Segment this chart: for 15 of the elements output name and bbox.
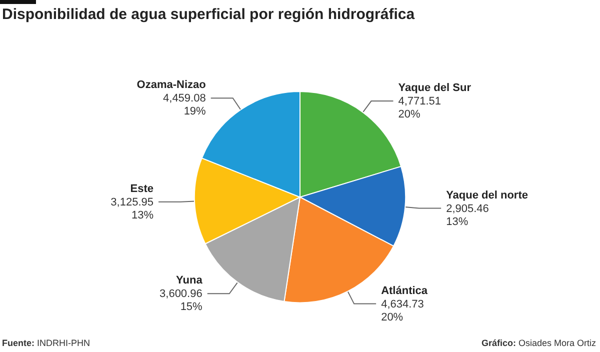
- data-label: 4,459.08 19%: [163, 92, 206, 118]
- data-label: 3,600.96 15%: [160, 288, 203, 314]
- slice-label: Este: [130, 182, 154, 195]
- slice-label: Atlántica: [381, 284, 428, 297]
- text: Gráfico: Osiades Mora Ortiz: [481, 338, 596, 348]
- slice-label: Yaque del norte: [446, 189, 528, 202]
- data-label: 4,771.51 20%: [398, 96, 442, 121]
- source-note: Fuente: INDRHI-PHN: [2, 338, 90, 348]
- slice-label: Yuna: [176, 274, 204, 287]
- slice-label: Yaque del Sur: [398, 82, 472, 94]
- chart-title: Disponibilidad de agua superficial por región hidrográfica: [2, 6, 415, 23]
- slice-label: Ozama-Nizao: [136, 79, 206, 92]
- data-label: 2,905.46 13%: [446, 202, 489, 228]
- data-label: 3,125.95 13%: [110, 196, 154, 222]
- data-label: 4,634.73 20%: [381, 298, 424, 324]
